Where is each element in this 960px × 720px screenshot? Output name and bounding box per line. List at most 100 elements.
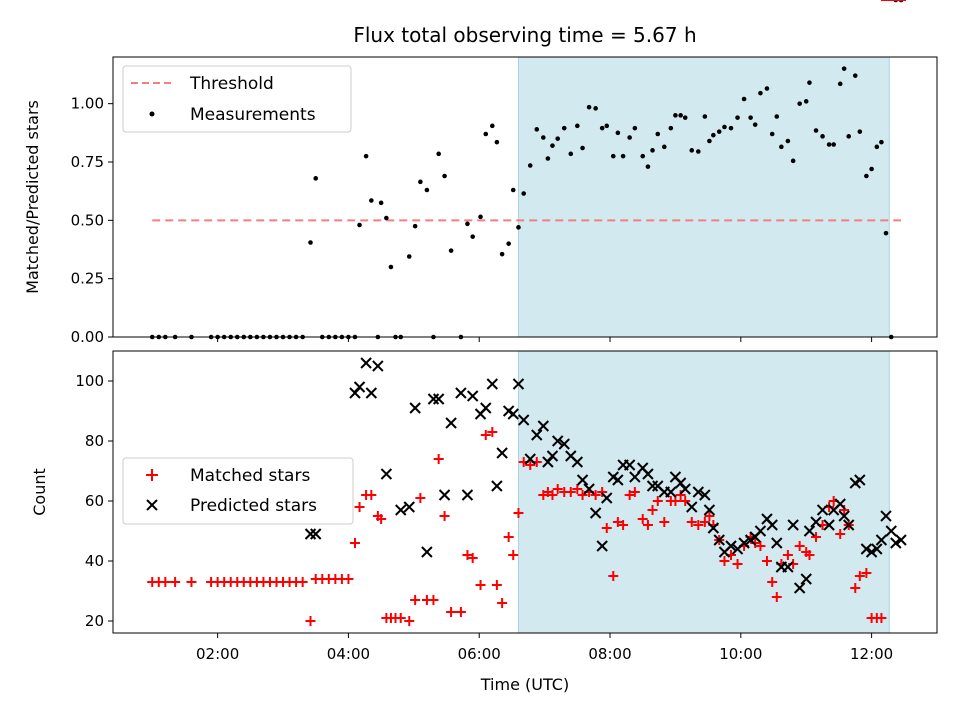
measurement-point [722,124,727,130]
measurement-point [424,187,430,193]
predicted-star-point [800,573,812,585]
matched-star-point [680,496,691,506]
matched-star-point [170,577,181,587]
predicted-star-point [665,486,677,498]
measurement-point [412,223,418,229]
predicted-star-point [865,546,878,558]
predicted-star-point [380,468,393,480]
matched-star-point [415,493,426,503]
matched-star-point [629,487,640,497]
predicted-star-point [455,387,467,399]
measurement-point [506,241,511,246]
measurement-point [470,234,475,239]
predicted-star-point [466,390,479,402]
matched-star-point [455,607,466,617]
x-tick-label: 06:00 [458,645,501,663]
matched-star-point [642,520,653,530]
predicted-star-point [395,504,407,516]
matched-star-point [693,520,704,530]
bottom-panel: 20 40 60 80 100 02:00 04:00 06:00 08:00 10:00 12:… [30,0,938,694]
predicted-star-point [445,417,457,429]
matched-star-point [755,541,766,551]
measurement-point [650,148,655,153]
predicted-star-point [480,402,492,414]
measurement-point [604,123,610,129]
predicted-star-point [771,537,783,549]
predicted-star-point [372,360,384,372]
measurement-point [442,173,447,179]
matched-star-point [404,616,415,626]
matched-star-point [652,496,663,506]
predicted-star-point [491,480,503,492]
matched-star-point [771,592,782,602]
predicted-star-point [854,474,866,486]
matched-star-point [854,571,865,581]
measurement-point [516,225,521,230]
top-ytick-label: 0.00 [71,328,104,346]
matched-star-point [794,541,805,551]
legend-predicted-label: Predicted stars [190,496,317,516]
top-highlight-span [517,56,890,338]
top-ytick-label: 1.00 [71,95,104,113]
legend-measurements-swatch [149,111,155,117]
predicted-star-point [576,474,589,486]
x-tick-label: 08:00 [588,645,631,663]
bottom-ytick-label: 80 [85,432,104,450]
matched-star-point [761,556,772,566]
predicted-star-point [890,537,902,549]
predicted-star-point [707,522,720,534]
predicted-star-point [542,456,554,468]
top-ytick-label: 0.25 [71,270,104,288]
measurement-point [696,149,701,154]
measurement-point [494,139,500,145]
measurement-point [846,134,852,139]
measurement-point [735,115,740,120]
predicted-star-point [843,519,855,531]
measurement-point [769,131,775,137]
matched-star-point [433,454,444,464]
matched-star-point [525,460,536,470]
predicted-star-point [766,519,778,531]
matched-star-point [297,577,308,587]
matched-star-point [565,487,576,497]
measurement-point [388,264,394,270]
measurement-point [357,222,362,228]
measurement-point [682,115,688,120]
x-tick-label: 04:00 [327,645,370,663]
predicted-star-point [875,534,888,546]
matched-star-point [577,490,588,500]
predicted-star-point [871,543,883,555]
predicted-star-point [583,483,595,495]
matched-star-point [876,613,887,623]
measurement-point [841,66,847,71]
measurement-point [465,221,470,227]
measurement-point [728,125,734,131]
measurement-point [689,148,695,153]
matched-star-point [782,550,793,560]
measurement-point [883,230,889,236]
matched-star-point [732,559,743,569]
legend-matched-swatch [146,469,158,481]
predicted-star-point [646,480,659,492]
predicted-star-point [629,471,641,483]
measurement-point [837,81,843,87]
predicted-star-point [558,438,570,450]
matched-star-point [608,571,619,581]
predicted-star-point [546,450,559,462]
measurement-point [363,153,369,159]
matched-star-point [547,490,558,500]
top-axes-frame [112,56,938,338]
legend-threshold-label: Threshold [189,74,274,94]
measurement-point [857,129,863,134]
predicted-star-point [642,468,654,480]
top-legend: Threshold Measurements [122,65,352,133]
predicted-star-point [674,477,687,489]
predicted-star-point [787,519,799,531]
measurement-point [627,135,632,140]
measurement-point [406,254,412,259]
predicted-star-point [686,501,698,513]
matched-star-point [487,427,498,437]
matched-star-point [835,529,846,539]
predicted-star-point [738,537,750,549]
measurement-point [869,166,874,172]
